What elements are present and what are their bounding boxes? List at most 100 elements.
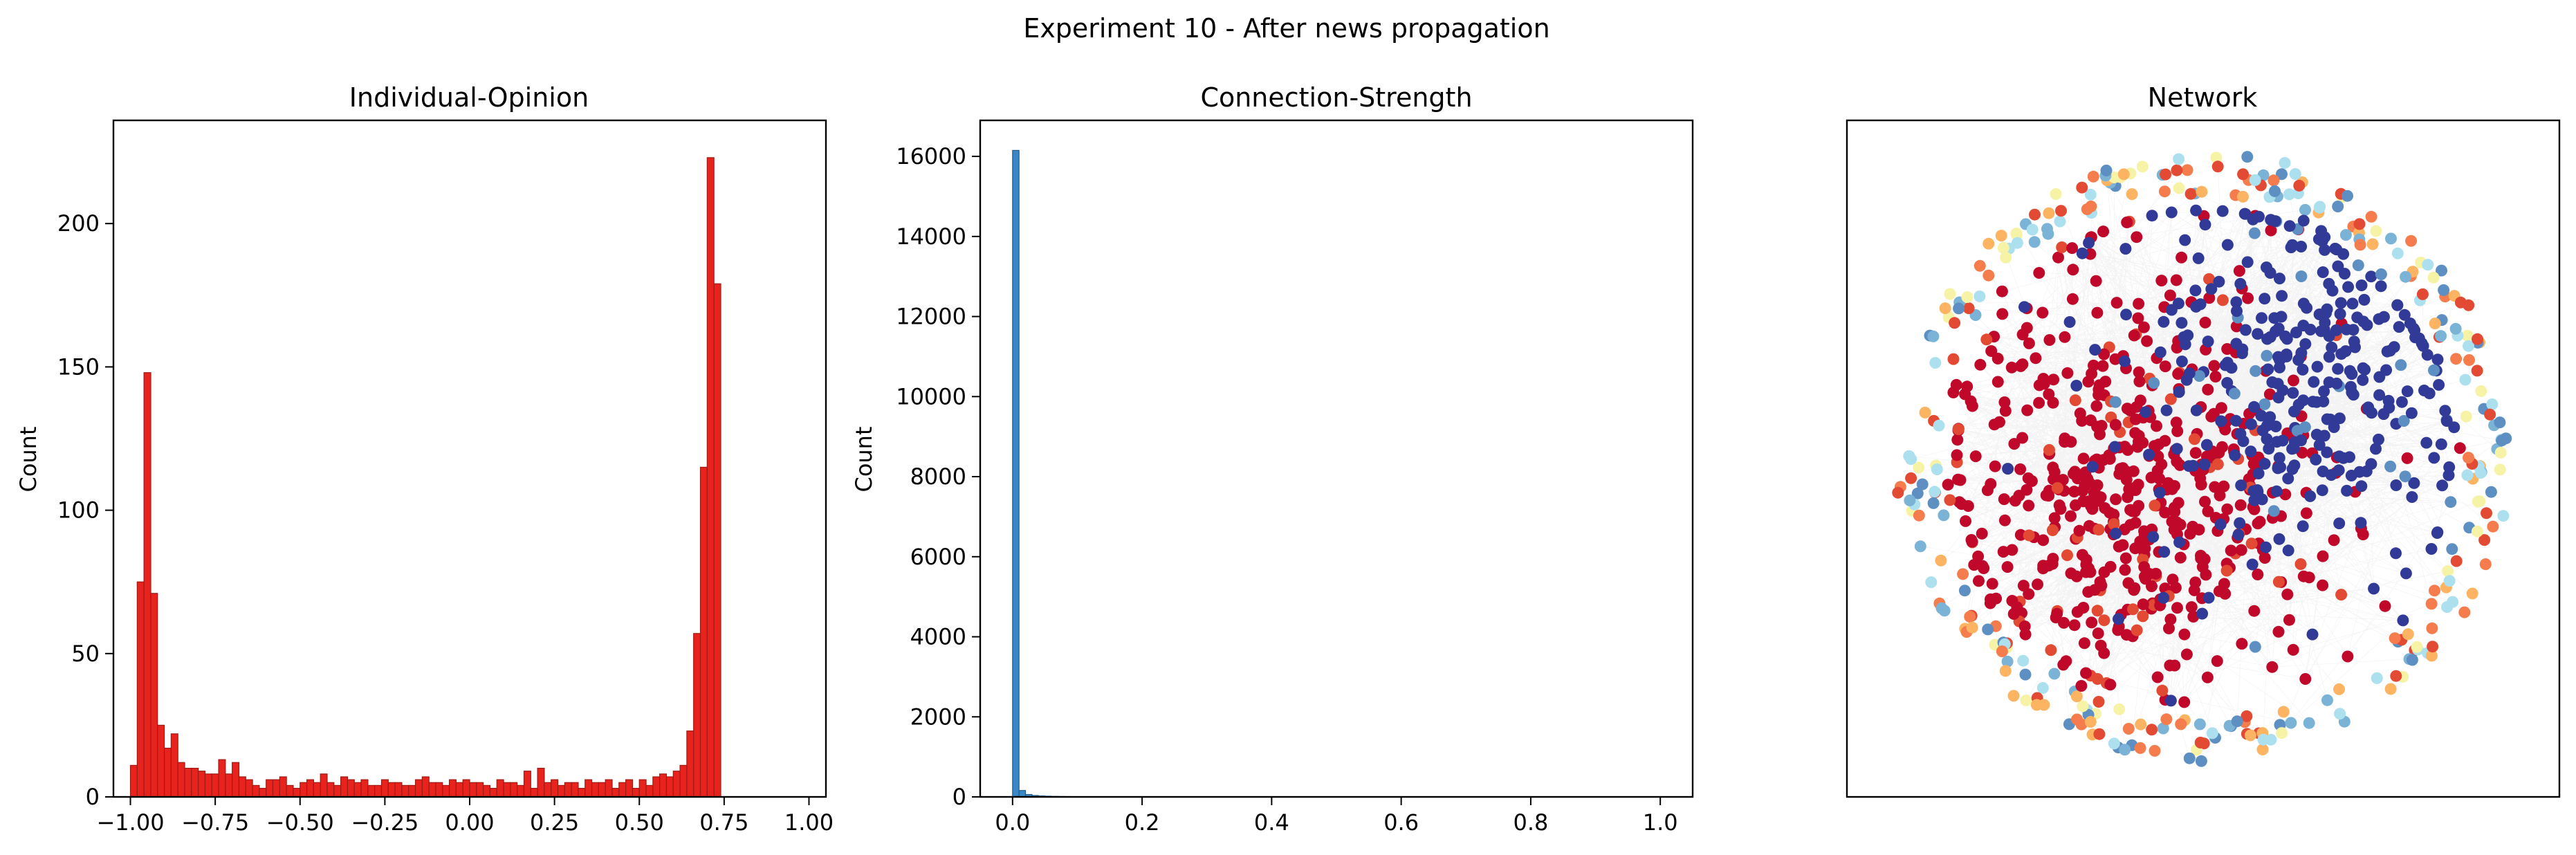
network-node	[2380, 364, 2393, 376]
opinion-bar	[286, 784, 294, 798]
network-node	[2248, 401, 2261, 413]
network-node	[1966, 621, 1978, 634]
network-node	[2007, 690, 2020, 702]
network-node	[2328, 421, 2340, 433]
network-node	[2255, 410, 2267, 422]
network-node	[2408, 477, 2420, 489]
network-node	[2119, 564, 2131, 576]
strength-y-tick-label: 0	[953, 784, 966, 810]
network-node	[2235, 479, 2247, 492]
network-chart-title: Network	[2148, 82, 2258, 113]
network-node	[1949, 317, 1961, 329]
network-node	[2172, 497, 2184, 509]
network-node	[2341, 484, 2353, 497]
opinion-bar	[557, 784, 565, 798]
network-node	[2023, 588, 2035, 600]
network-node	[2023, 337, 2035, 349]
opinion-bar	[326, 782, 335, 798]
network-node	[2249, 641, 2261, 653]
network-node	[2294, 558, 2307, 570]
network-node	[2119, 441, 2131, 453]
network-node	[2088, 486, 2100, 499]
network-node	[2395, 359, 2407, 371]
network-node	[2500, 432, 2512, 445]
network-node	[2043, 444, 2055, 456]
network-node	[2358, 293, 2371, 306]
network-node	[2134, 394, 2146, 407]
network-node	[2046, 524, 2059, 536]
network-node	[2133, 297, 2145, 310]
opinion-bar	[320, 773, 328, 798]
network-node	[2083, 562, 2095, 575]
opinion-bar	[198, 771, 206, 798]
network-node	[2425, 543, 2438, 555]
network-node	[2450, 555, 2463, 567]
network-node	[2398, 415, 2410, 427]
network-node	[2344, 365, 2356, 377]
network-node	[2083, 237, 2095, 249]
network-node	[1974, 259, 1986, 272]
network-node	[2472, 333, 2483, 345]
network-node	[1904, 494, 1916, 506]
network-node	[2175, 317, 2188, 329]
network-node	[2070, 380, 2083, 392]
network-node	[2215, 415, 2227, 428]
network-node	[2190, 300, 2202, 313]
strength-y-tick-label: 6000	[910, 544, 966, 570]
network-node	[2248, 503, 2261, 515]
network-node	[2405, 235, 2418, 247]
network-node	[2063, 316, 2076, 328]
network-node	[2129, 517, 2142, 529]
opinion-bar	[421, 776, 430, 798]
network-node	[2406, 491, 2418, 503]
network-node	[2059, 331, 2071, 343]
network-node	[2048, 512, 2061, 524]
network-node	[2289, 168, 2301, 180]
network-node	[2146, 210, 2158, 222]
network-node	[1960, 515, 1971, 527]
opinion-bar	[333, 784, 342, 798]
network-node	[2103, 449, 2115, 461]
network-node	[2402, 628, 2414, 641]
network-node	[2303, 571, 2315, 584]
network-node	[2086, 616, 2098, 629]
network-node	[2471, 525, 2483, 537]
network-node	[2110, 527, 2122, 540]
network-node	[2241, 151, 2254, 163]
network-node	[2002, 463, 2014, 475]
network-node	[2321, 446, 2333, 459]
network-node	[2195, 755, 2207, 767]
network-node	[2206, 727, 2218, 739]
network-node	[2295, 241, 2308, 252]
network-node	[1951, 449, 1963, 461]
network-node	[2404, 318, 2416, 329]
network-node	[2028, 236, 2041, 248]
network-node	[2202, 505, 2214, 517]
network-node	[2199, 219, 2211, 231]
network-node	[1952, 423, 1965, 435]
opinion-bar	[523, 771, 531, 798]
network-node	[2334, 308, 2346, 320]
network-node	[2311, 360, 2324, 373]
network-node	[2423, 387, 2436, 400]
network-node	[2156, 684, 2169, 697]
network-node	[2159, 506, 2171, 519]
strength-y-tick-label: 8000	[910, 463, 966, 490]
network-node	[2279, 157, 2291, 169]
network-node	[2042, 228, 2054, 240]
network-node	[2264, 267, 2276, 279]
network-node	[2201, 671, 2214, 683]
network-node	[2401, 385, 2413, 398]
network-node	[2021, 404, 2034, 416]
network-node	[2234, 428, 2247, 440]
strength-axes: 0.0 0.2 0.4 0.6 0.8 1.0 0 2000 4000 6000 8000 10000…	[896, 143, 1677, 836]
network-node	[2297, 520, 2309, 533]
network-node	[2436, 479, 2449, 492]
network-node	[2091, 673, 2104, 685]
network-node	[2245, 418, 2257, 430]
network-node	[2362, 403, 2375, 416]
network-node	[2018, 301, 2030, 313]
network-node	[1997, 546, 2009, 558]
network-node	[2178, 628, 2191, 641]
network-node	[2066, 293, 2079, 305]
